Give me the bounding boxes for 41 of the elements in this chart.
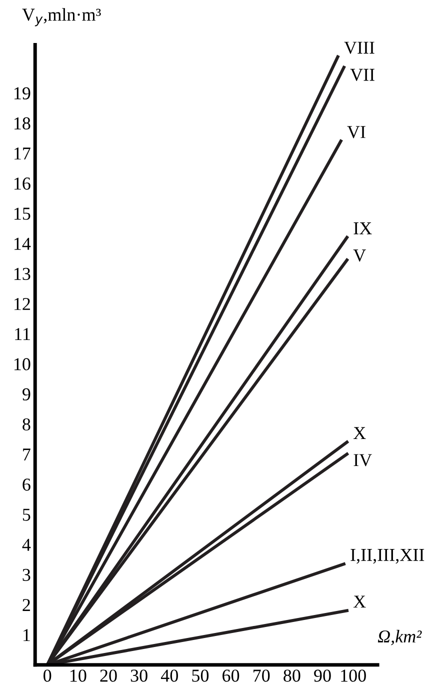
y-tick-label: 11 bbox=[15, 328, 30, 340]
x-axis-title: Ω,km² bbox=[378, 630, 422, 646]
x-tick-label: 80 bbox=[284, 670, 300, 682]
y-tick-label: 7 bbox=[23, 448, 30, 460]
x-tick-label: 50 bbox=[192, 670, 209, 682]
series-label: I,II,III,XII bbox=[350, 549, 424, 564]
x-tick-label: 20 bbox=[100, 670, 117, 682]
x-tick-label: 30 bbox=[130, 670, 148, 682]
x-tick-label: 0 bbox=[44, 670, 52, 682]
series-label: X bbox=[353, 427, 366, 439]
y-tick-label: 2 bbox=[22, 598, 30, 611]
series-label: VIII bbox=[344, 42, 374, 54]
x-tick-label: 10 bbox=[70, 670, 86, 682]
y-tick-label: 14 bbox=[14, 238, 31, 250]
x-tick-label: 70 bbox=[254, 670, 270, 682]
series-label: X bbox=[353, 596, 366, 608]
y-tick-label: 18 bbox=[14, 117, 30, 130]
y-tick-label: 5 bbox=[22, 508, 30, 521]
x-tick-label: 40 bbox=[160, 670, 178, 682]
series-label: V bbox=[353, 250, 366, 262]
y-tick-label: 12 bbox=[14, 298, 30, 310]
y-tick-label: 6 bbox=[22, 478, 30, 491]
y-tick-label: 8 bbox=[22, 418, 30, 431]
y-axis-title: V$_{y}$,mln·m³ bbox=[22, 8, 101, 26]
y-tick-label: 1 bbox=[24, 629, 30, 642]
y-tick-label: 16 bbox=[14, 178, 30, 190]
y-tick-label: 13 bbox=[14, 268, 30, 280]
y-tick-label: 3 bbox=[22, 568, 30, 582]
series-label: VII bbox=[350, 68, 374, 82]
series-label: IV bbox=[354, 454, 372, 466]
y-tick-label: 17 bbox=[14, 147, 30, 160]
y-tick-label: 19 bbox=[14, 87, 30, 100]
y-tick-label: 4 bbox=[22, 538, 31, 551]
y-tick-label: 15 bbox=[14, 208, 30, 220]
series-label: IX bbox=[354, 222, 372, 234]
x-tick-label: 60 bbox=[222, 670, 240, 682]
y-tick-label: 10 bbox=[14, 358, 30, 370]
series-label: VI bbox=[347, 126, 366, 138]
x-tick-label: 90 bbox=[314, 670, 331, 682]
x-tick-label: 100 bbox=[341, 670, 366, 682]
y-tick-label: 9 bbox=[22, 388, 30, 400]
